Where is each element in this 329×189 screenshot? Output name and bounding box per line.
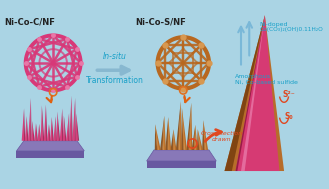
Polygon shape bbox=[16, 151, 84, 158]
Polygon shape bbox=[64, 116, 66, 141]
Text: In-situ: In-situ bbox=[103, 52, 126, 61]
Polygon shape bbox=[66, 113, 69, 141]
Polygon shape bbox=[176, 101, 181, 150]
Polygon shape bbox=[62, 108, 63, 141]
Polygon shape bbox=[76, 113, 78, 141]
Polygon shape bbox=[57, 112, 59, 141]
Polygon shape bbox=[197, 129, 199, 150]
Polygon shape bbox=[27, 116, 28, 141]
Polygon shape bbox=[203, 120, 206, 150]
Polygon shape bbox=[44, 105, 46, 141]
Polygon shape bbox=[224, 15, 265, 171]
Polygon shape bbox=[167, 117, 171, 150]
Polygon shape bbox=[38, 124, 40, 141]
Text: Ni, Co-based sulfide: Ni, Co-based sulfide bbox=[235, 79, 297, 84]
Polygon shape bbox=[198, 129, 201, 150]
Polygon shape bbox=[170, 129, 173, 150]
Polygon shape bbox=[189, 103, 191, 150]
Text: S²⁻: S²⁻ bbox=[282, 91, 295, 99]
Polygon shape bbox=[72, 98, 75, 141]
Polygon shape bbox=[16, 141, 84, 151]
Polygon shape bbox=[76, 113, 79, 141]
Polygon shape bbox=[165, 117, 168, 150]
Text: Amorphous: Amorphous bbox=[235, 74, 270, 79]
Polygon shape bbox=[68, 113, 70, 141]
Polygon shape bbox=[60, 108, 62, 141]
Polygon shape bbox=[39, 124, 41, 141]
Polygon shape bbox=[147, 150, 216, 161]
Polygon shape bbox=[162, 116, 166, 150]
Text: S₀: S₀ bbox=[284, 112, 293, 121]
Polygon shape bbox=[173, 129, 175, 150]
Polygon shape bbox=[160, 116, 164, 150]
Polygon shape bbox=[47, 124, 49, 141]
Text: Ni-Co-C/NF: Ni-Co-C/NF bbox=[5, 17, 56, 26]
Polygon shape bbox=[155, 124, 161, 150]
Text: drawn: drawn bbox=[212, 137, 232, 142]
Polygon shape bbox=[69, 96, 71, 141]
Polygon shape bbox=[179, 101, 181, 150]
Polygon shape bbox=[236, 15, 265, 171]
Polygon shape bbox=[186, 103, 191, 150]
Polygon shape bbox=[182, 108, 185, 150]
Polygon shape bbox=[74, 98, 76, 141]
Polygon shape bbox=[50, 117, 53, 141]
Polygon shape bbox=[198, 129, 203, 150]
Polygon shape bbox=[28, 98, 31, 141]
Text: Ni-Co-S/NF: Ni-Co-S/NF bbox=[136, 17, 186, 26]
Polygon shape bbox=[30, 98, 32, 141]
Polygon shape bbox=[53, 116, 56, 141]
Polygon shape bbox=[155, 124, 159, 150]
Polygon shape bbox=[241, 15, 265, 171]
Polygon shape bbox=[34, 123, 37, 141]
Polygon shape bbox=[173, 129, 177, 150]
Polygon shape bbox=[25, 116, 27, 141]
Polygon shape bbox=[31, 121, 34, 141]
Polygon shape bbox=[52, 117, 54, 141]
Polygon shape bbox=[182, 108, 187, 150]
Polygon shape bbox=[147, 161, 216, 168]
Polygon shape bbox=[41, 105, 43, 141]
Polygon shape bbox=[49, 124, 51, 141]
Polygon shape bbox=[155, 124, 157, 150]
Polygon shape bbox=[42, 105, 44, 141]
Polygon shape bbox=[71, 96, 73, 141]
Polygon shape bbox=[63, 116, 65, 141]
Polygon shape bbox=[202, 120, 205, 150]
Polygon shape bbox=[189, 103, 192, 150]
Polygon shape bbox=[36, 123, 38, 141]
Polygon shape bbox=[194, 125, 198, 150]
Text: Ni-doped: Ni-doped bbox=[259, 22, 288, 27]
Polygon shape bbox=[203, 120, 208, 150]
Polygon shape bbox=[32, 121, 35, 141]
Polygon shape bbox=[23, 108, 25, 141]
Polygon shape bbox=[224, 15, 284, 171]
Polygon shape bbox=[178, 101, 182, 150]
Text: Cross-section: Cross-section bbox=[201, 131, 243, 136]
Polygon shape bbox=[194, 125, 196, 150]
Polygon shape bbox=[163, 116, 164, 150]
Polygon shape bbox=[181, 108, 184, 150]
Polygon shape bbox=[57, 112, 60, 141]
Text: Co(CO₃)₂(OH)0.11H₂O: Co(CO₃)₂(OH)0.11H₂O bbox=[259, 27, 323, 32]
Polygon shape bbox=[191, 125, 195, 150]
Polygon shape bbox=[236, 15, 280, 171]
Text: Transformation: Transformation bbox=[86, 76, 143, 85]
Polygon shape bbox=[55, 116, 57, 141]
Polygon shape bbox=[168, 117, 169, 150]
Polygon shape bbox=[46, 105, 47, 141]
Polygon shape bbox=[22, 108, 24, 141]
